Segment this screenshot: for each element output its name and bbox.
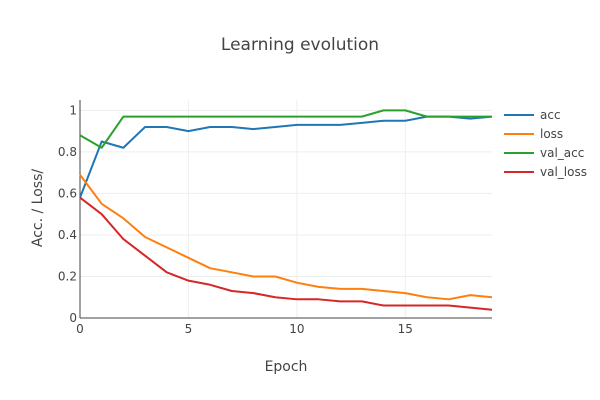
x-tick-label: 15	[398, 322, 413, 336]
grid	[80, 100, 492, 318]
series-group	[79, 109, 493, 311]
y-tick-label: 0.6	[58, 186, 77, 200]
legend-label: val_acc	[540, 146, 584, 160]
y-tick-label: 0	[69, 311, 77, 325]
x-axis-label: Epoch	[265, 359, 308, 375]
x-tick-label: 5	[185, 322, 193, 336]
legend-label: loss	[540, 127, 563, 141]
legend-item-loss[interactable]: loss	[504, 127, 563, 141]
legend-item-val-acc[interactable]: val_acc	[504, 146, 584, 160]
legend[interactable]: acc loss val_acc val_loss	[504, 108, 587, 179]
axes: 0 5 10 15 0 0.2 0.4 0.6 0.8 1	[58, 100, 492, 336]
y-tick-label: 0.4	[58, 228, 77, 242]
y-tick-label: 0.8	[58, 145, 77, 159]
legend-item-acc[interactable]: acc	[504, 108, 561, 122]
series-line-val-loss	[79, 196, 493, 311]
chart-title: Learning evolution	[221, 35, 379, 55]
x-tick-label: 10	[289, 322, 304, 336]
legend-item-val-loss[interactable]: val_loss	[504, 165, 587, 179]
x-tick-label: 0	[76, 322, 84, 336]
series-line-loss	[79, 174, 493, 301]
series-line-acc	[79, 115, 493, 198]
y-tick-label: 1	[69, 103, 77, 117]
legend-label: acc	[540, 108, 561, 122]
y-tick-label: 0.2	[58, 269, 77, 283]
legend-label: val_loss	[540, 165, 587, 179]
y-axis-label: Acc. / Loss/	[30, 169, 46, 248]
series-line-val-acc	[79, 109, 492, 149]
